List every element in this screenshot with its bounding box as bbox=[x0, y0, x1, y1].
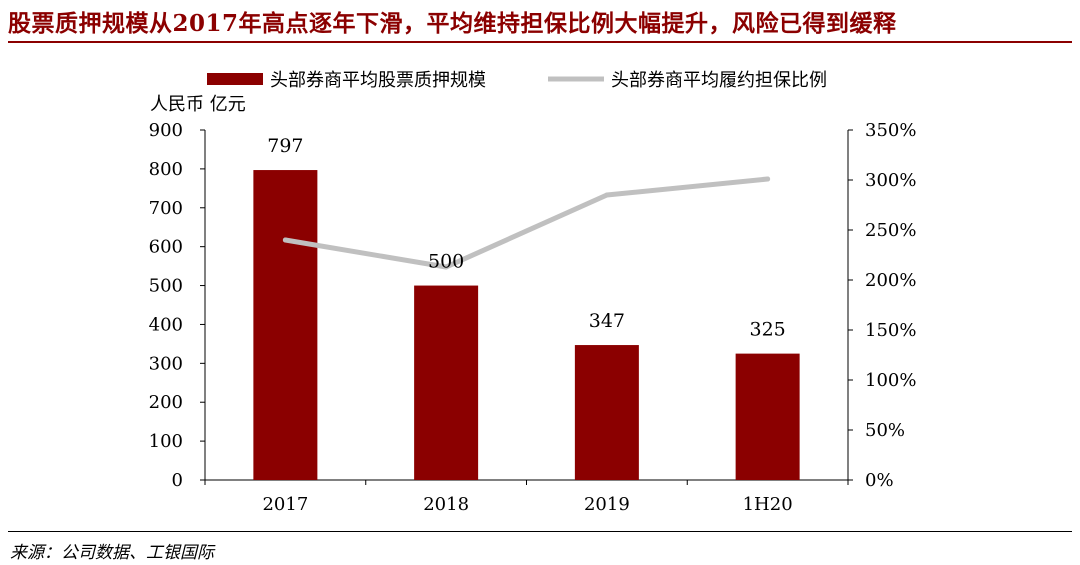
line-point-2018 bbox=[443, 264, 449, 270]
chart-title: 股票质押规模从2017年高点逐年下滑，平均维持担保比例大幅提升，风险已得到缓释 bbox=[8, 10, 897, 37]
title-rule bbox=[8, 41, 1072, 43]
legend-swatch-bar bbox=[207, 73, 263, 85]
legend-label-line: 头部券商平均履约担保比例 bbox=[611, 70, 827, 91]
bar-2019 bbox=[574, 345, 639, 480]
bar-value-label: 325 bbox=[749, 319, 785, 341]
x-tick-label: 2018 bbox=[423, 494, 469, 515]
y-left-tick-label: 400 bbox=[149, 314, 183, 335]
y-axis-left-label: 人民币 亿元 bbox=[150, 94, 246, 115]
y-right-tick-label: 350% bbox=[865, 120, 916, 141]
x-tick-label: 2019 bbox=[584, 494, 630, 515]
y-right-tick-label: 250% bbox=[865, 220, 916, 241]
bars bbox=[253, 170, 800, 481]
y-right-tick-label: 100% bbox=[865, 370, 916, 391]
legend: 头部券商平均股票质押规模 头部券商平均履约担保比例 bbox=[207, 70, 827, 91]
line-point-2017 bbox=[282, 237, 288, 243]
data-labels: 797 500 347 325 bbox=[267, 135, 786, 341]
line-point-1H20 bbox=[765, 176, 771, 182]
y-left-tick-label: 800 bbox=[149, 159, 183, 180]
bar-2017 bbox=[253, 170, 318, 481]
y-right-tick-label: 50% bbox=[865, 420, 905, 441]
x-tick-label: 1H20 bbox=[743, 494, 793, 515]
bar-1H20 bbox=[735, 353, 800, 480]
bar-value-label: 797 bbox=[267, 135, 303, 157]
source-rule bbox=[8, 531, 1072, 532]
chart: 头部券商平均股票质押规模 头部券商平均履约担保比例 人民币 亿元 0 100 200… bbox=[149, 70, 917, 515]
axes: 0 100 200 300 400 500 600 700 800 900 0% 50% 100% 150… bbox=[149, 120, 917, 515]
bar-value-label: 500 bbox=[428, 251, 464, 273]
y-left-tick-label: 200 bbox=[149, 392, 183, 413]
line-series bbox=[282, 176, 771, 270]
legend-label-bar: 头部券商平均股票质押规模 bbox=[270, 70, 486, 91]
y-left-tick-label: 600 bbox=[149, 237, 183, 258]
y-right-tick-label: 300% bbox=[865, 170, 916, 191]
y-left-tick-label: 700 bbox=[149, 198, 183, 219]
bar-value-label: 347 bbox=[589, 310, 625, 332]
y-right-tick-label: 0% bbox=[865, 470, 894, 491]
y-left-tick-label: 0 bbox=[172, 470, 183, 491]
y-left-tick-label: 300 bbox=[149, 353, 183, 374]
bar-2018 bbox=[414, 285, 479, 480]
y-left-tick-label: 900 bbox=[149, 120, 183, 141]
line-path bbox=[282, 176, 771, 270]
y-right-tick-label: 200% bbox=[865, 270, 916, 291]
y-right-tick-label: 150% bbox=[865, 320, 916, 341]
y-left-tick-label: 100 bbox=[149, 431, 183, 452]
source-note: 来源：公司数据、工银国际 bbox=[10, 543, 214, 563]
y-left-tick-label: 500 bbox=[149, 276, 183, 297]
line-point-2019 bbox=[604, 192, 610, 198]
x-tick-label: 2017 bbox=[262, 494, 308, 515]
